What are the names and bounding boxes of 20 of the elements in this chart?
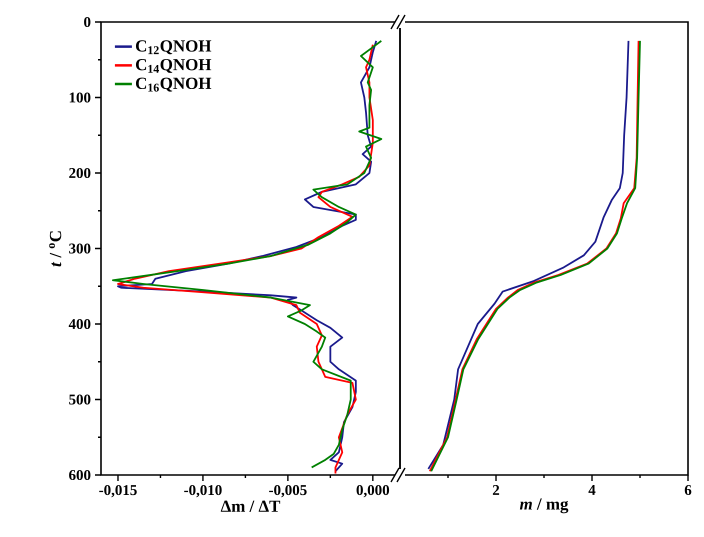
- y-tick-label: 0: [84, 16, 90, 28]
- y-tick-label: 500: [69, 394, 90, 405]
- x-tick-label: 0,000: [356, 485, 390, 498]
- x-tick-label: 2: [492, 485, 500, 495]
- y-tick-label: 100: [70, 92, 90, 103]
- legend-label: C$_{14}$QNOH: [136, 58, 212, 73]
- x-tick-label: -0,015: [99, 485, 137, 498]
- x-axis-title: Δm / ΔT: [220, 500, 280, 512]
- y-tick-label: 300: [69, 243, 90, 254]
- y-tick-label: 400: [68, 318, 90, 330]
- y-tick-label: 200: [69, 168, 90, 178]
- legend-label: C$_{16}$QNOH: [136, 78, 212, 92]
- y-axis-title: t / $^{o}$C: [49, 231, 62, 266]
- x-tick-label: 6: [684, 485, 692, 496]
- x-tick-label: -0,010: [184, 485, 222, 498]
- y-tick-label: 600: [69, 470, 90, 480]
- x-axis-title: m / mg: [520, 498, 568, 514]
- x-tick-label: -0,005: [269, 485, 307, 498]
- legend-label: C$_{12}$QNOH: [136, 40, 212, 54]
- x-tick-label: 4: [588, 485, 596, 495]
